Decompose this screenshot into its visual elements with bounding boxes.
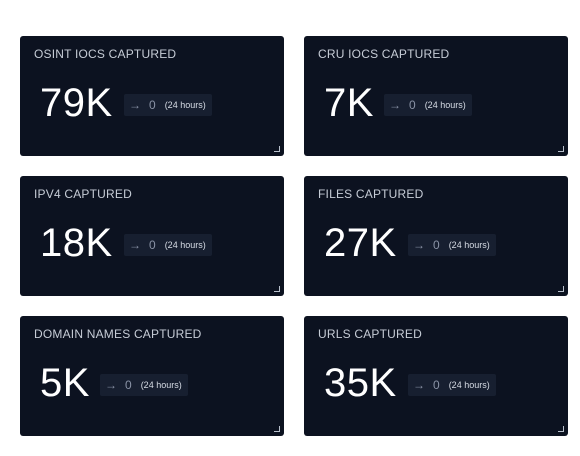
trend-badge: → 0 (24 hours) xyxy=(124,94,212,116)
arrow-right-icon: → xyxy=(105,378,117,392)
card-title: DOMAIN NAMES CAPTURED xyxy=(34,327,202,341)
arrow-right-icon: → xyxy=(413,378,425,392)
resize-handle-icon[interactable] xyxy=(558,146,564,152)
resize-handle-icon[interactable] xyxy=(558,426,564,432)
card-value: 79K xyxy=(40,81,113,125)
trend-badge: → 0 (24 hours) xyxy=(408,374,496,396)
card-title: FILES CAPTURED xyxy=(318,187,424,201)
trend-delta: 0 xyxy=(149,98,156,112)
card-title: IPV4 CAPTURED xyxy=(34,187,132,201)
card-title: URLS CAPTURED xyxy=(318,327,422,341)
arrow-right-icon: → xyxy=(413,238,425,252)
card-value: 5K xyxy=(40,361,90,405)
trend-period: (24 hours) xyxy=(164,240,206,250)
resize-handle-icon[interactable] xyxy=(274,426,280,432)
card-ipv4[interactable]: IPV4 CAPTURED 18K → 0 (24 hours) xyxy=(20,176,284,296)
stats-grid: OSINT IOCS CAPTURED 79K → 0 (24 hours) C… xyxy=(20,36,568,436)
card-cru-iocs[interactable]: CRU IOCS CAPTURED 7K → 0 (24 hours) xyxy=(304,36,568,156)
trend-badge: → 0 (24 hours) xyxy=(384,94,472,116)
resize-handle-icon[interactable] xyxy=(274,286,280,292)
card-osint-iocs[interactable]: OSINT IOCS CAPTURED 79K → 0 (24 hours) xyxy=(20,36,284,156)
trend-period: (24 hours) xyxy=(164,100,206,110)
trend-badge: → 0 (24 hours) xyxy=(408,234,496,256)
card-urls[interactable]: URLS CAPTURED 35K → 0 (24 hours) xyxy=(304,316,568,436)
trend-badge: → 0 (24 hours) xyxy=(100,374,188,396)
resize-handle-icon[interactable] xyxy=(558,286,564,292)
card-domain-names[interactable]: DOMAIN NAMES CAPTURED 5K → 0 (24 hours) xyxy=(20,316,284,436)
card-value: 27K xyxy=(324,221,397,265)
arrow-right-icon: → xyxy=(389,98,401,112)
card-value: 35K xyxy=(324,361,397,405)
trend-delta: 0 xyxy=(409,98,416,112)
arrow-right-icon: → xyxy=(129,98,141,112)
trend-delta: 0 xyxy=(433,378,440,392)
card-files[interactable]: FILES CAPTURED 27K → 0 (24 hours) xyxy=(304,176,568,296)
trend-period: (24 hours) xyxy=(448,240,490,250)
trend-period: (24 hours) xyxy=(448,380,490,390)
trend-delta: 0 xyxy=(125,378,132,392)
card-title: CRU IOCS CAPTURED xyxy=(318,47,450,61)
resize-handle-icon[interactable] xyxy=(274,146,280,152)
trend-delta: 0 xyxy=(433,238,440,252)
card-value: 7K xyxy=(324,81,374,125)
trend-badge: → 0 (24 hours) xyxy=(124,234,212,256)
arrow-right-icon: → xyxy=(129,238,141,252)
trend-period: (24 hours) xyxy=(424,100,466,110)
trend-period: (24 hours) xyxy=(140,380,182,390)
card-value: 18K xyxy=(40,221,113,265)
card-title: OSINT IOCS CAPTURED xyxy=(34,47,177,61)
trend-delta: 0 xyxy=(149,238,156,252)
